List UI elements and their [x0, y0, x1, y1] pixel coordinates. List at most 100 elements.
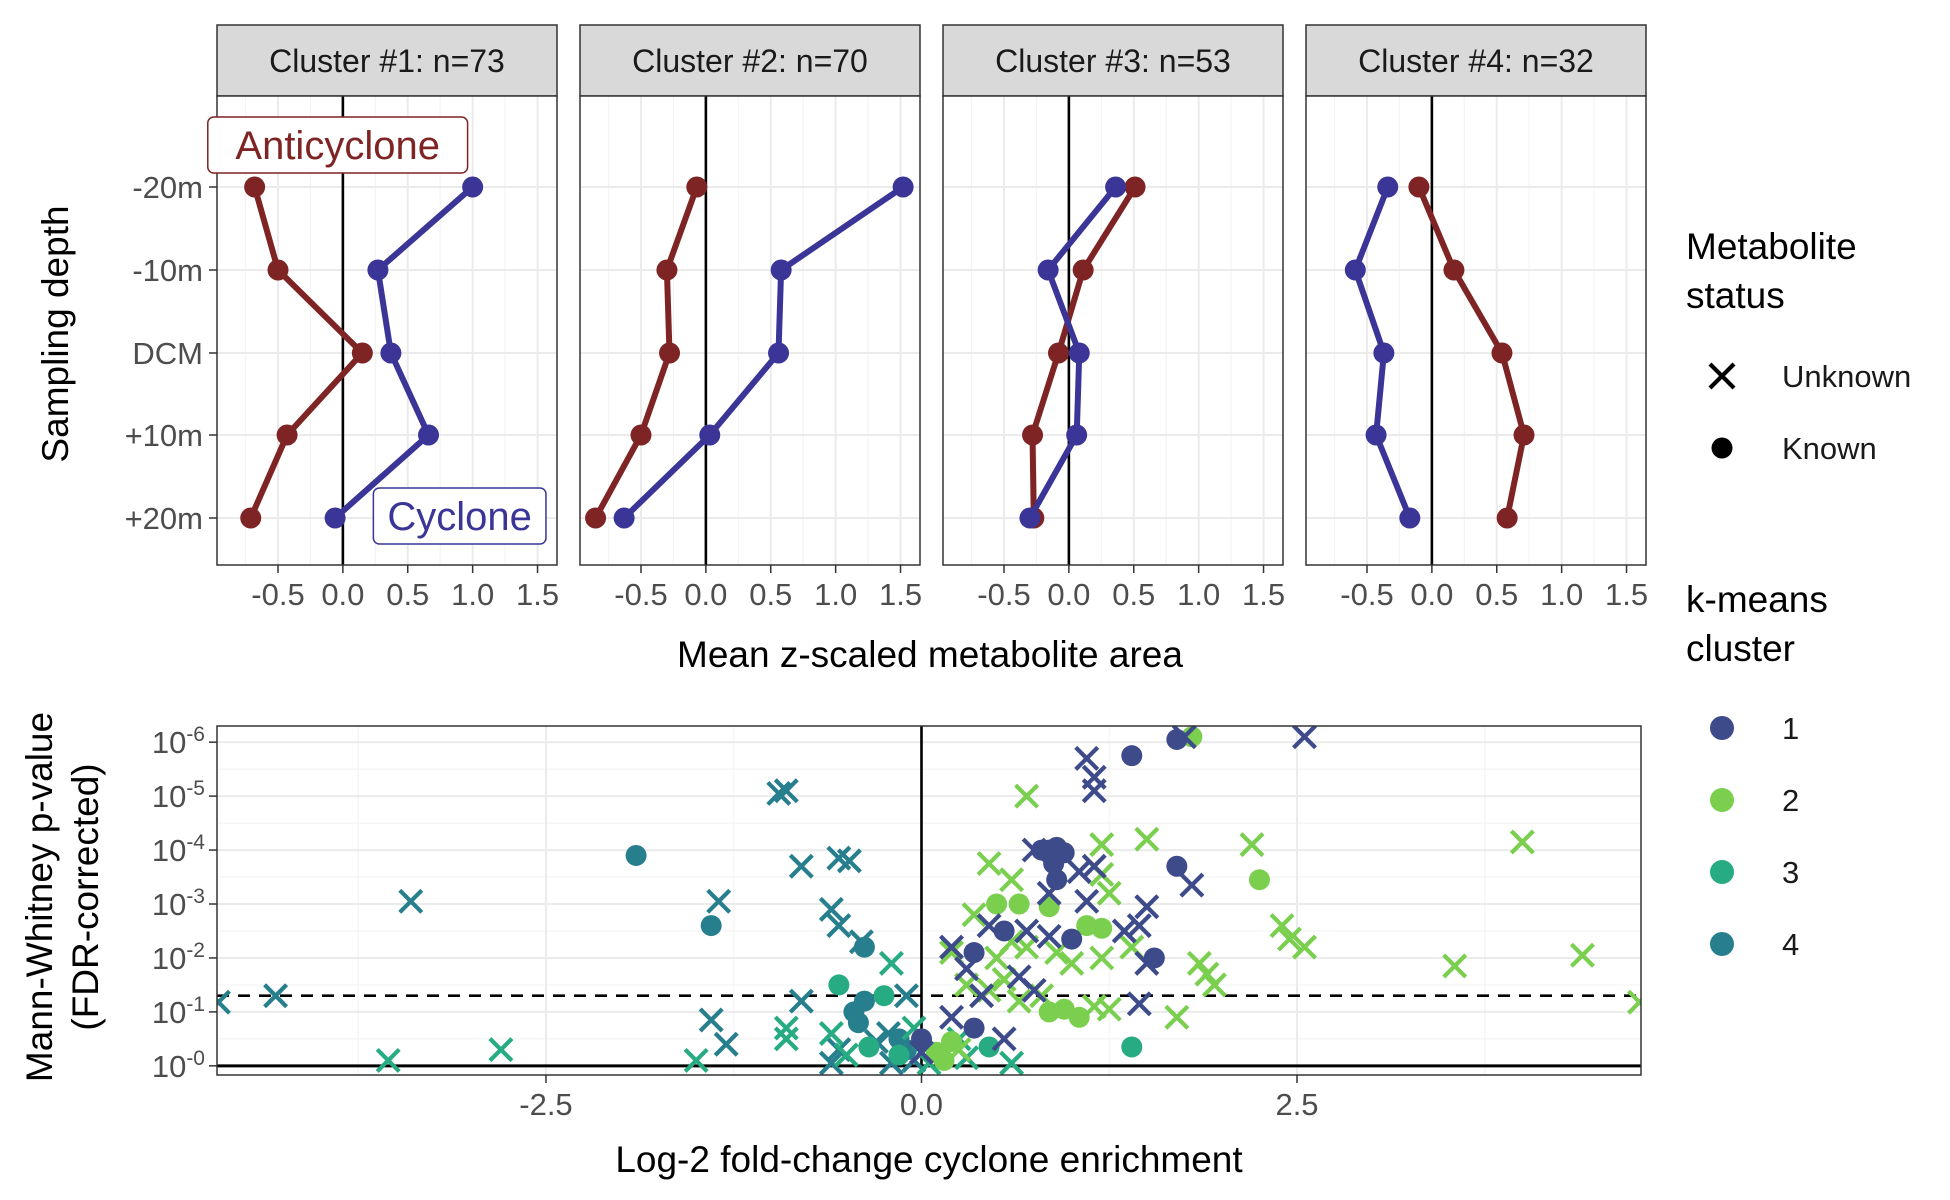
x-tick-label: 0.0 [321, 577, 364, 612]
cross-stroke-b [969, 983, 995, 1009]
cluster-4-unknown-point [788, 853, 814, 879]
cluster-1-known-point [1166, 855, 1188, 877]
x-tick-label: 0.0 [900, 1087, 943, 1122]
x-tick-label: -0.5 [1340, 577, 1393, 612]
y-tick-exponent: -4 [186, 831, 205, 854]
cross-stroke-b [1111, 918, 1137, 944]
cross-stroke-b [1269, 913, 1295, 939]
cross-stroke-b [1134, 894, 1160, 920]
facet-strip [942, 24, 1284, 97]
cluster-4-known-point [853, 936, 875, 958]
anticyclone-point [351, 342, 373, 364]
cluster-4-unknown-point [773, 778, 799, 804]
legend: Metabolite status Unknown Known k-means c… [1686, 226, 1911, 962]
cluster-1-unknown-point [1126, 991, 1152, 1017]
cyclone-point [892, 176, 914, 198]
cross-stroke-b [818, 1050, 844, 1075]
cluster-2-unknown-point [1627, 989, 1641, 1015]
cluster-2-unknown-point [1194, 961, 1220, 987]
cyclone-point [1373, 342, 1395, 364]
x-tick-label: 1.5 [516, 577, 559, 612]
cross-stroke-b [976, 851, 1002, 877]
x-tick-label: 1.0 [814, 577, 857, 612]
volcano-scatter-panel: -2.5 0.0 2.510-610-510-410-310-210-110-0 [152, 723, 1642, 1122]
x-tick-label: 0.0 [1410, 577, 1453, 612]
cluster-2-unknown-point [976, 851, 1002, 877]
y-tick-base: 10 [152, 779, 186, 814]
x-tick-label: 1.0 [1177, 577, 1220, 612]
cross-stroke-b [1509, 829, 1535, 855]
cluster-4-unknown-point [826, 913, 852, 939]
y-tick-label: -20m [132, 170, 203, 205]
cluster-2-unknown-point [1292, 934, 1318, 960]
cluster-1-known-point [963, 1017, 985, 1039]
cluster-2-unknown-point [946, 1037, 972, 1063]
status-legend-title-line2: status [1686, 275, 1785, 316]
anticyclone-point [1513, 424, 1535, 446]
cross-stroke-b [984, 945, 1010, 971]
anticyclone-point [1408, 176, 1430, 198]
cross-stroke-b [1074, 888, 1100, 914]
cluster-2-unknown-point [1096, 880, 1122, 906]
cluster-legend-label: 2 [1782, 783, 1799, 818]
anticyclone-point [244, 176, 266, 198]
cross-stroke-b [1569, 942, 1595, 968]
y-tick-base: 10 [152, 941, 186, 976]
cross-stroke-b [1179, 872, 1205, 898]
cross-stroke-b [698, 1007, 724, 1033]
y-tick-base: 10 [152, 833, 186, 868]
x-tick-label: 0.5 [749, 577, 792, 612]
cross-stroke-b [1036, 923, 1062, 949]
cluster-3-unknown-point [818, 1020, 844, 1046]
anticyclone-point [1124, 176, 1146, 198]
cluster-1-unknown-point [1021, 977, 1047, 1003]
cross-stroke-b [1081, 853, 1107, 879]
cyclone-point [1344, 259, 1366, 281]
facet-panel-border [216, 95, 558, 566]
volcano-panel-border [216, 725, 1642, 1076]
facet-panel-background [580, 96, 920, 565]
cluster-2-unknown-point [999, 867, 1025, 893]
cluster-4-known-point [853, 990, 875, 1012]
cluster-3-unknown-point [488, 1037, 514, 1063]
cluster-legend-label: 4 [1782, 927, 1799, 962]
cluster-1-known-point [1043, 853, 1065, 875]
cluster-4-unknown-point [818, 896, 844, 922]
volcano-y-axis-title-line2: (FDR-corrected) [65, 763, 106, 1030]
cluster-4-unknown-point [698, 1007, 724, 1033]
cross-stroke-b [939, 1004, 965, 1030]
cluster-1-unknown-point [1014, 918, 1040, 944]
cyclone-point [1365, 424, 1387, 446]
cluster-3-known-point [978, 1036, 1000, 1058]
facet-1: Cluster #1: n=73 -0.5 0.0 0.5 1.0 1.5 [216, 24, 559, 612]
cross-stroke-b [1059, 950, 1085, 976]
depth-profile-facets: Cluster #1: n=73-0.5 0.0 0.5 1.0 1.5Cluster … [207, 24, 1648, 612]
cross-stroke-b [1708, 362, 1736, 390]
depth-y-axis: -20m -10m DCM +10m +20m [125, 170, 217, 536]
cluster-2-unknown-point [1164, 1004, 1190, 1030]
cross-stroke-b [999, 1050, 1025, 1075]
y-tick-label: DCM [132, 336, 203, 371]
cross-stroke-b [976, 913, 1002, 939]
x-tick-label: 1.5 [1605, 577, 1648, 612]
cross-stroke-b [1134, 826, 1160, 852]
facet-panel-background [1306, 96, 1646, 565]
cross-stroke-b [826, 845, 852, 871]
y-tick-base: 10 [152, 995, 186, 1030]
cluster-1-unknown-point [1036, 923, 1062, 949]
x-tick-label: 0.5 [386, 577, 429, 612]
cluster-2-unknown-point [961, 902, 987, 928]
cross-stroke-b [999, 867, 1025, 893]
facet-panel-background [943, 96, 1283, 565]
cluster-1-unknown-point [1292, 726, 1318, 750]
y-tick-label: -10m [132, 253, 203, 288]
cluster-3-unknown-point [833, 1042, 859, 1068]
cross-stroke-b [713, 1031, 739, 1057]
cluster-2-unknown-point [1277, 926, 1302, 952]
cluster-2-unknown-point [1134, 826, 1160, 852]
y-tick-label: +20m [125, 501, 203, 536]
cross-stroke-b [1186, 950, 1212, 976]
cross-stroke-b [1066, 859, 1092, 885]
x-tick-label: -2.5 [519, 1087, 572, 1122]
